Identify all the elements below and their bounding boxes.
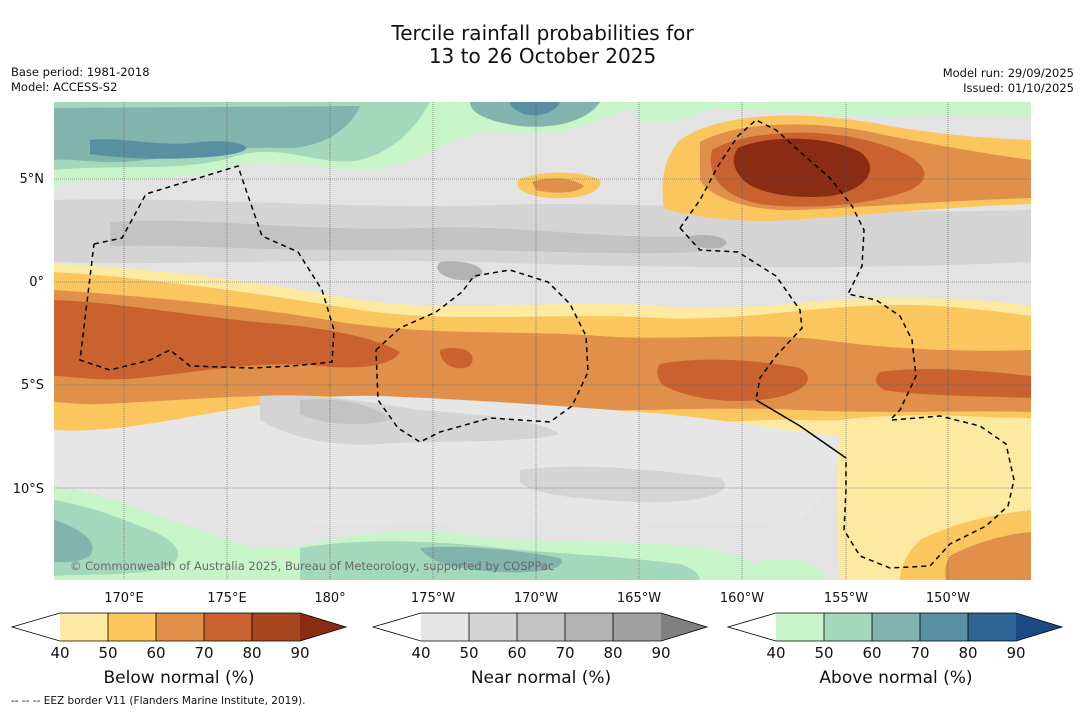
cbar-near-seg-3 [517,613,565,641]
cbar-below-tick-60: 60 [146,644,165,662]
map-gridlines [54,102,1031,580]
base-info: Base period: 1981-2018 Model: ACCESS-S2 [11,65,150,94]
eez-solid-border [755,399,847,459]
cbar-above-seg-2 [824,613,872,641]
cbar-near-seg-4 [565,613,613,641]
cbar-near-max [661,613,707,641]
run-info: Model run: 29/09/2025 Issued: 01/10/2025 [943,66,1074,95]
cbar-below-tick-40: 40 [50,644,69,662]
eez-borders [79,119,1015,569]
lon-label-175w: 175°W [411,591,455,606]
cbar-below-title: Below normal (%) [103,668,255,688]
colorbar-above-normal [726,612,1064,642]
cbar-below-min [12,613,60,641]
lon-label-170w: 170°W [514,591,558,606]
cbar-near-seg-1 [421,613,469,641]
map-title: Tercile rainfall probabilities for 13 to… [0,22,1085,68]
cbar-below-tick-50: 50 [98,644,117,662]
cbar-above-tick-40: 40 [766,644,785,662]
cbar-above-tick-60: 60 [862,644,881,662]
cbar-near-title: Near normal (%) [470,668,612,688]
probability-field [54,102,1031,580]
cbar-below-tick-80: 80 [242,644,261,662]
eez-footnote: -- -- -- EEZ border V11 (Flanders Marine… [11,695,306,707]
lon-label-155w: 155°W [824,591,868,606]
cbar-below-tick-70: 70 [194,644,213,662]
cbar-near-tick-90: 90 [651,644,670,662]
copyright-notice: © Commonwealth of Australia 2025, Bureau… [70,559,554,573]
lon-label-180: 180° [314,591,345,606]
cbar-above-seg-5 [968,613,1016,641]
lat-label-0: 0° [29,275,44,290]
cbar-below-seg-5 [252,613,300,641]
cbar-near-tick-80: 80 [603,644,622,662]
lat-label-5n: 5°N [20,172,45,187]
base-period: Base period: 1981-2018 [11,65,150,79]
cbar-below-seg-4 [204,613,252,641]
cbar-below-seg-3 [156,613,204,641]
cbar-near-seg-5 [613,613,661,641]
lat-label-5s: 5°S [21,378,44,393]
cbar-below-seg-2 [108,613,156,641]
cbar-above-tick-90: 90 [1006,644,1025,662]
cbar-near-min [373,613,421,641]
lat-label-10s: 10°S [13,482,44,497]
cbar-above-tick-50: 50 [814,644,833,662]
cbar-near-tick-50: 50 [459,644,478,662]
cbar-near-tick-70: 70 [555,644,574,662]
cbar-above-tick-80: 80 [958,644,977,662]
title-line-2: 13 to 26 October 2025 [428,44,657,68]
cbar-near-tick-40: 40 [411,644,430,662]
model-name: Model: ACCESS-S2 [11,79,118,94]
lon-label-150w: 150°W [926,591,970,606]
cbar-above-tick-70: 70 [910,644,929,662]
cbar-above-seg-3 [872,613,920,641]
cbar-below-seg-1 [60,613,108,641]
cbar-above-min [728,613,776,641]
cbar-below-tick-90: 90 [290,644,309,662]
cbar-below-max [300,613,346,641]
lon-label-165w: 165°W [617,591,661,606]
cbar-above-max [1016,613,1062,641]
cbar-near-tick-60: 60 [507,644,526,662]
lon-label-160w: 160°W [720,591,764,606]
colorbar-below-normal [10,612,348,642]
title-line-1: Tercile rainfall probabilities for [391,21,694,45]
cbar-above-seg-4 [920,613,968,641]
cbar-above-title: Above normal (%) [819,668,973,688]
lon-label-170e: 170°E [104,591,144,606]
cbar-near-seg-2 [469,613,517,641]
lon-label-175e: 175°E [207,591,247,606]
issued-date: Issued: 01/10/2025 [963,80,1074,95]
model-run-date: Model run: 29/09/2025 [942,66,1074,80]
colorbar-near-normal [371,612,709,642]
cbar-above-seg-1 [776,613,824,641]
